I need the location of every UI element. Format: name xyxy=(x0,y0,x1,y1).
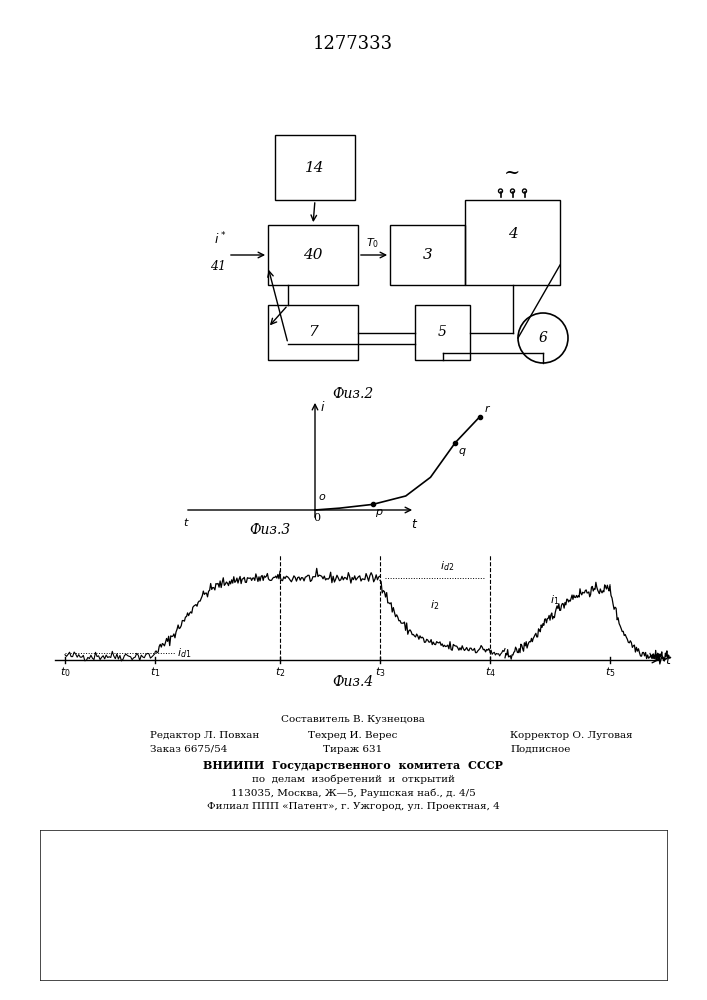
Text: $o$: $o$ xyxy=(318,492,327,502)
Text: Подписное: Подписное xyxy=(510,745,571,754)
Text: $t$: $t$ xyxy=(411,518,419,531)
Text: $t$: $t$ xyxy=(665,654,672,666)
Text: $i_{\mathit{d}1}$: $i_{\mathit{d}1}$ xyxy=(177,646,192,660)
Text: по  делам  изобретений  и  открытий: по делам изобретений и открытий xyxy=(252,774,455,784)
Text: $p$: $p$ xyxy=(375,507,383,519)
Text: $i_1$: $i_1$ xyxy=(550,593,559,607)
Text: Составитель В. Кузнецова: Составитель В. Кузнецова xyxy=(281,715,425,724)
Text: Заказ 6675/54: Заказ 6675/54 xyxy=(150,745,228,754)
Text: $i_{d2}$: $i_{d2}$ xyxy=(440,559,454,573)
Text: Фuз.3: Фuз.3 xyxy=(250,523,291,537)
Text: $t_2$: $t_2$ xyxy=(275,665,285,679)
Text: Фuз.2: Фuз.2 xyxy=(332,387,373,401)
Text: Фuз.4: Фuз.4 xyxy=(332,675,373,689)
Text: $i$: $i$ xyxy=(320,400,325,414)
Text: Корректор О. Луговая: Корректор О. Луговая xyxy=(510,731,633,740)
Text: 14: 14 xyxy=(305,160,325,174)
Text: 7: 7 xyxy=(308,326,318,340)
Text: $t_0$: $t_0$ xyxy=(59,665,71,679)
Text: 6: 6 xyxy=(539,331,547,345)
Text: 4: 4 xyxy=(508,228,518,241)
Text: Тираж 631: Тираж 631 xyxy=(323,745,382,754)
Text: Филиал ППП «Патент», г. Ужгород, ул. Проектная, 4: Филиал ППП «Патент», г. Ужгород, ул. Про… xyxy=(206,802,499,811)
Text: 3: 3 xyxy=(423,248,433,262)
Text: $\mathit{T}_0$: $\mathit{T}_0$ xyxy=(366,236,379,250)
Text: $t_1$: $t_1$ xyxy=(150,665,160,679)
Text: 40: 40 xyxy=(303,248,323,262)
Text: 41: 41 xyxy=(210,260,226,273)
Text: 1277333: 1277333 xyxy=(313,35,393,53)
Text: 0: 0 xyxy=(313,513,320,523)
Text: $t_4$: $t_4$ xyxy=(484,665,496,679)
Text: Редактор Л. Повхан: Редактор Л. Повхан xyxy=(150,731,259,740)
Text: ~: ~ xyxy=(504,164,520,182)
Text: $r$: $r$ xyxy=(484,403,491,414)
Text: $q$: $q$ xyxy=(458,446,467,458)
Text: $i^*$: $i^*$ xyxy=(214,230,226,247)
Text: Техред И. Верес: Техред И. Верес xyxy=(308,731,397,740)
Text: $t$: $t$ xyxy=(183,516,190,528)
Text: $t_5$: $t_5$ xyxy=(604,665,615,679)
Text: $t_3$: $t_3$ xyxy=(375,665,385,679)
Text: $i_2$: $i_2$ xyxy=(429,598,439,612)
Text: 5: 5 xyxy=(438,326,447,340)
Text: ВНИИПИ  Государственного  комитета  СССР: ВНИИПИ Государственного комитета СССР xyxy=(203,760,503,771)
Text: 113035, Москва, Ж—5, Раушская наб., д. 4/5: 113035, Москва, Ж—5, Раушская наб., д. 4… xyxy=(230,788,475,798)
